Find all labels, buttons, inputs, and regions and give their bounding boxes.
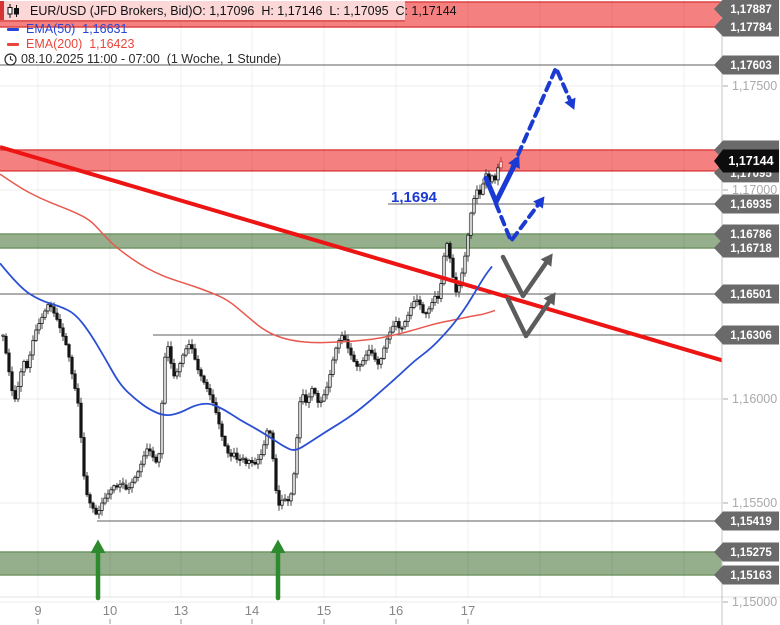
svg-text:1,15419: 1,15419: [730, 516, 772, 528]
ema200-legend-row[interactable]: EMA(200) 1,16423: [7, 37, 134, 51]
support-arrow-right[interactable]: [270, 539, 286, 601]
support-arrow-left[interactable]: [90, 539, 106, 601]
svg-text:1,17784: 1,17784: [730, 22, 772, 34]
ema200-line[interactable]: [0, 173, 496, 344]
ohlc-values: O: 1,17096 H: 1,17146 L: 1,17095 C: 1,17…: [192, 3, 457, 18]
svg-text:13: 13: [174, 603, 188, 618]
svg-text:1,17144: 1,17144: [728, 154, 773, 168]
candlestick-icon: [7, 3, 20, 18]
svg-text:1,17887: 1,17887: [730, 4, 772, 16]
svg-text:1,16501: 1,16501: [730, 289, 772, 301]
instrument-legend-row[interactable]: EUR/USD (JFD Brokers, Bid) O: 1,17096 H:…: [0, 1, 457, 22]
svg-text:14: 14: [245, 603, 259, 618]
svg-text:1,16935: 1,16935: [730, 199, 772, 211]
svg-text:1,15000: 1,15000: [732, 595, 777, 609]
ema200-label: EMA(200) 1,16423: [26, 37, 135, 51]
date-axis: 9 10 13 14 15 16 17: [34, 603, 475, 624]
svg-text:1,17603: 1,17603: [730, 60, 772, 72]
svg-text:17: 17: [461, 603, 475, 618]
clock-icon: [4, 52, 17, 66]
supply-demand-zones[interactable]: [0, 1, 722, 576]
price-annotation-label[interactable]: 1,1694: [391, 189, 438, 206]
svg-text:1,16306: 1,16306: [730, 330, 772, 342]
svg-text:9: 9: [34, 603, 41, 618]
svg-text:1,15275: 1,15275: [730, 547, 772, 559]
svg-text:1,17000: 1,17000: [732, 183, 777, 197]
svg-text:1,16718: 1,16718: [730, 243, 772, 255]
price-axis: 1,17500 1,17000 1,16000 1,15500 1,15000 1,178…: [714, 0, 779, 609]
support-resistance-lines[interactable]: [0, 64, 722, 522]
instrument-name: EUR/USD (JFD Brokers, Bid): [30, 3, 193, 18]
projection-up-dashed[interactable]: [505, 66, 576, 182]
ema50-line-icon: [7, 27, 19, 31]
ema50-line[interactable]: [0, 262, 493, 451]
ema200-line-icon: [7, 42, 19, 46]
svg-text:1,15163: 1,15163: [730, 570, 772, 582]
timeframe-text: 08.10.2025 11:00 - 07:00 (1 Woche, 1 Stu…: [21, 52, 282, 66]
svg-text:15: 15: [317, 603, 331, 618]
svg-text:1,16000: 1,16000: [732, 392, 777, 406]
svg-text:16: 16: [389, 603, 403, 618]
svg-text:1,16786: 1,16786: [730, 229, 772, 241]
ema50-label: EMA(50) 1,16631: [26, 22, 128, 36]
ema50-legend-row[interactable]: EMA(50) 1,16631: [7, 22, 127, 36]
candlesticks: [1, 156, 503, 519]
scenario-gray-upper[interactable]: [500, 253, 553, 299]
svg-text:1,17500: 1,17500: [732, 79, 777, 93]
svg-text:10: 10: [103, 603, 117, 618]
svg-text:1,15500: 1,15500: [732, 496, 777, 510]
scenario-gray-lower[interactable]: [505, 292, 556, 339]
pullback-dashed-blue[interactable]: [494, 196, 545, 243]
timeframe-legend-row: 08.10.2025 11:00 - 07:00 (1 Woche, 1 Stu…: [4, 52, 281, 66]
descending-trendline[interactable]: [0, 145, 723, 363]
